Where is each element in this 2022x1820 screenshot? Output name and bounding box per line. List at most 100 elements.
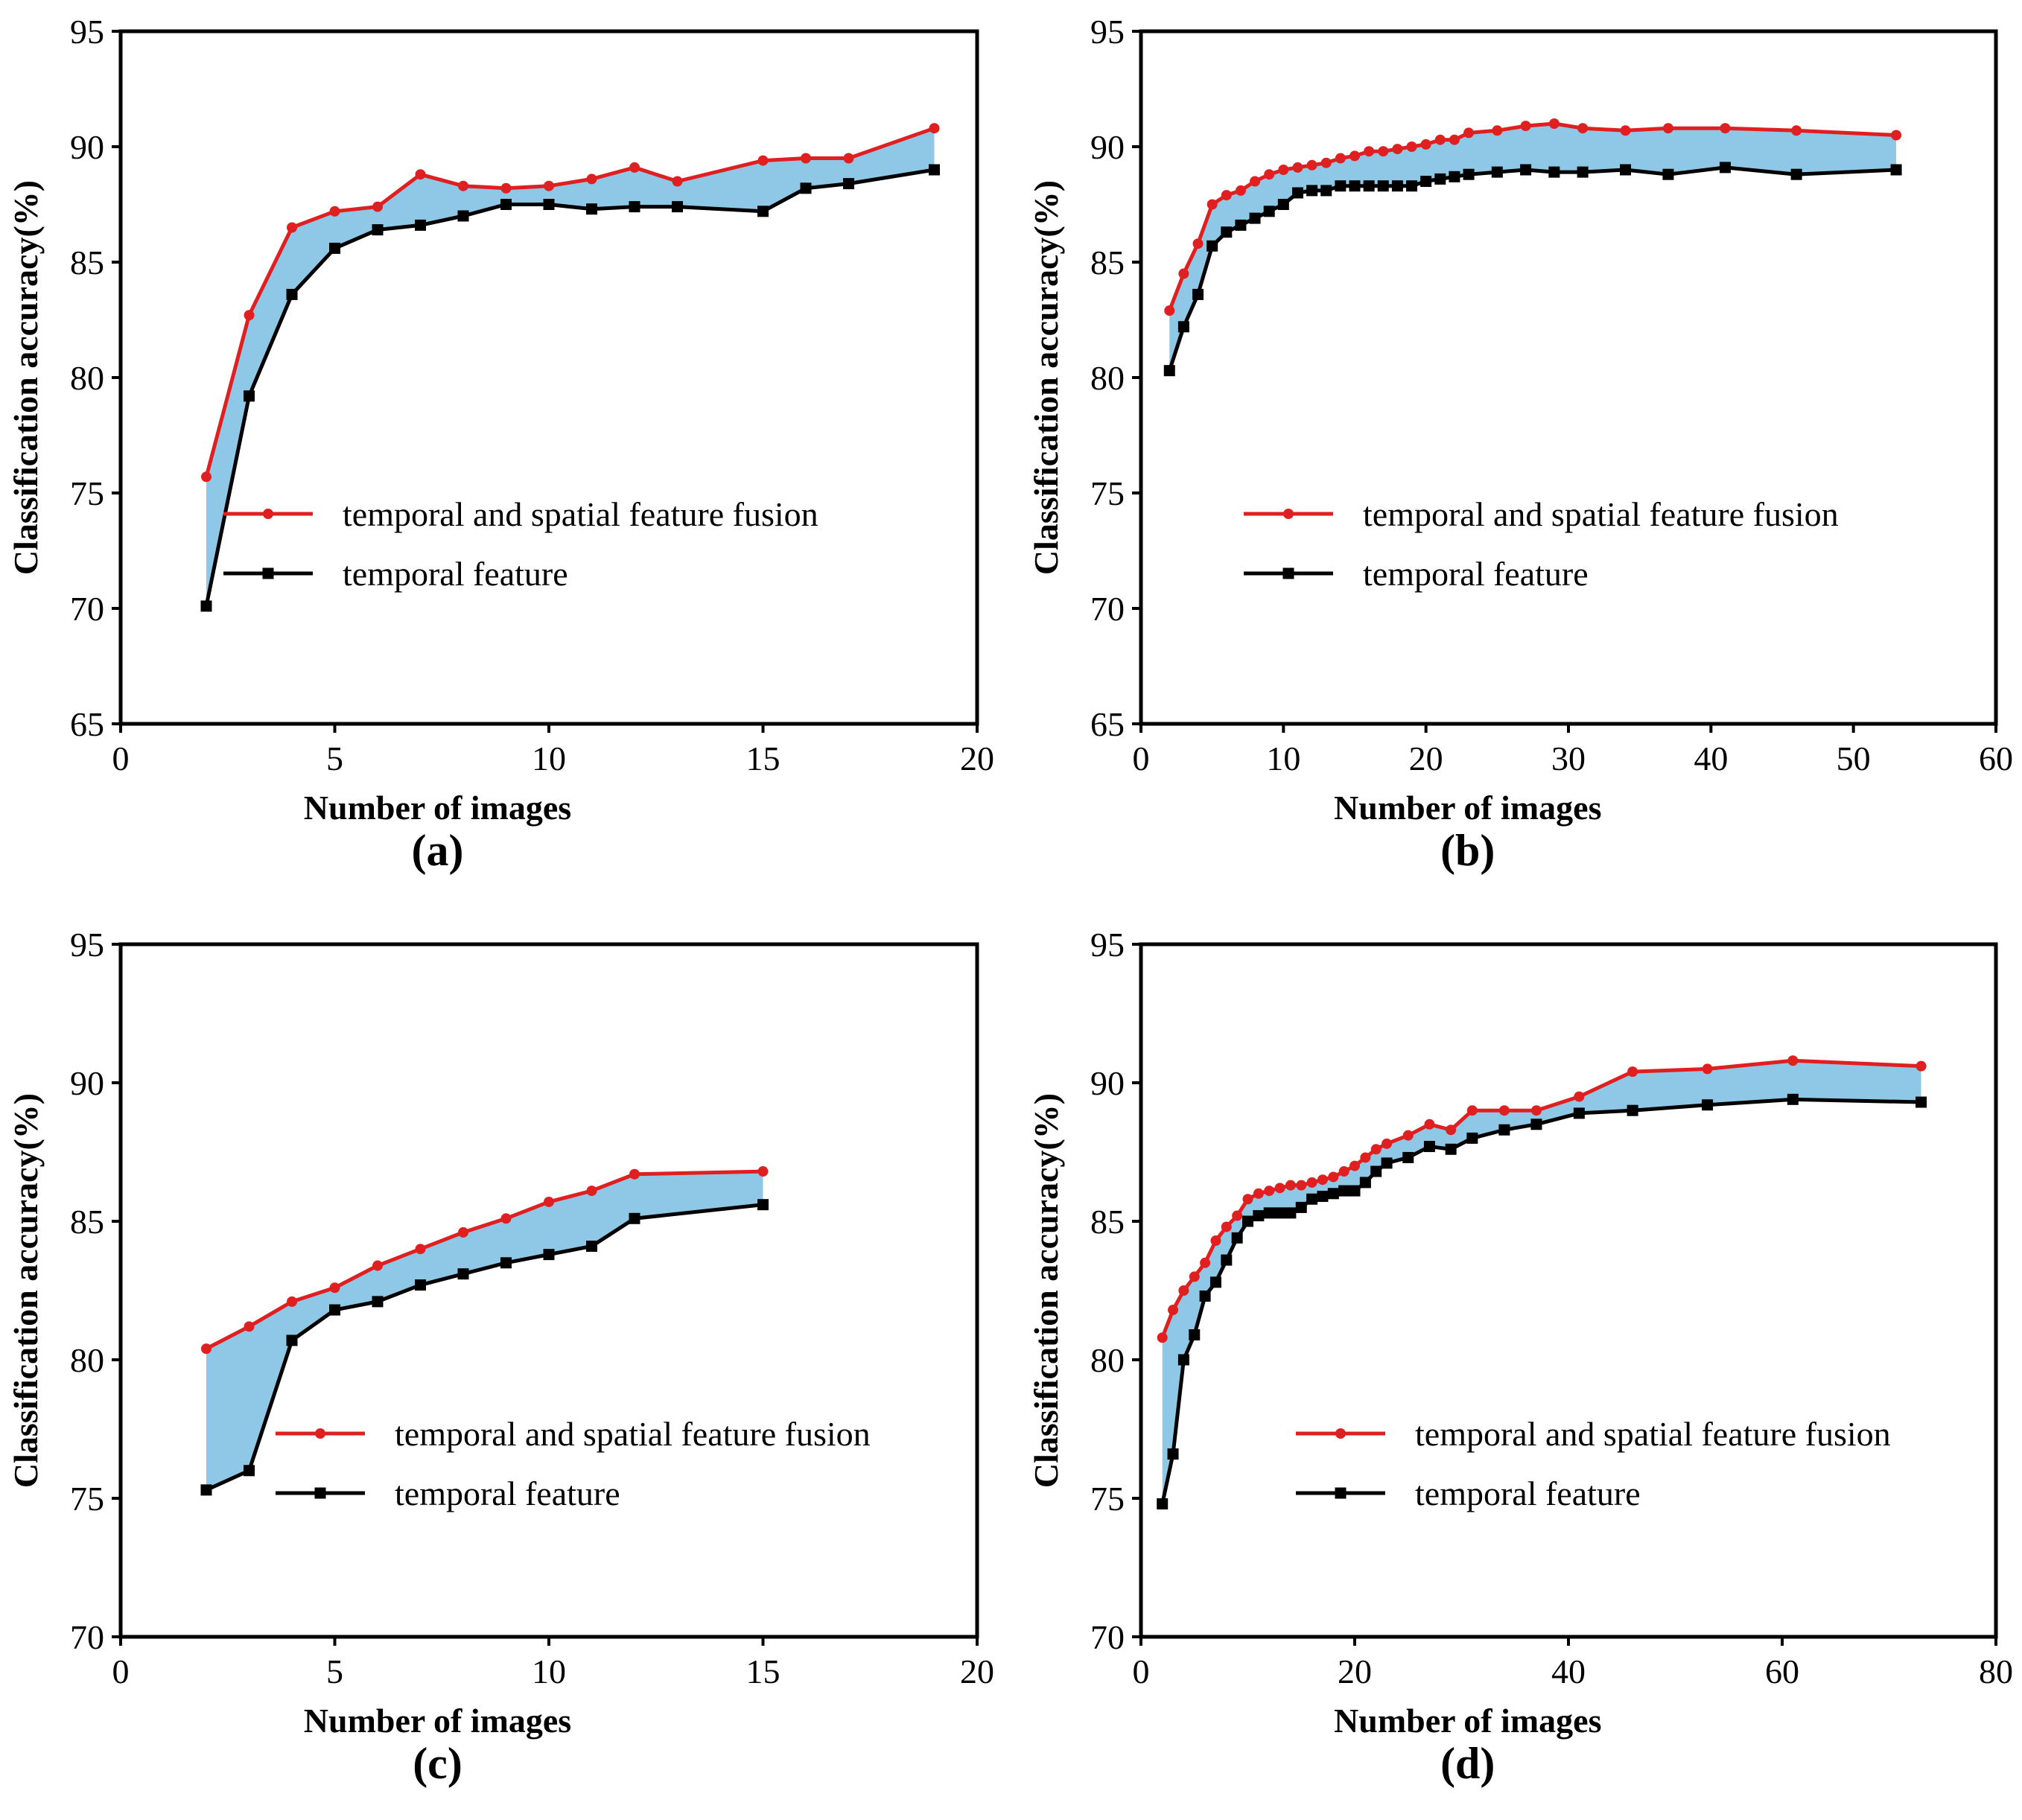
y-tick-label: 95 [1090, 13, 1125, 51]
data-point-circle [1250, 176, 1261, 187]
temporal-feature-line [204, 168, 935, 607]
data-point-square [1890, 164, 1902, 176]
data-point-square [1445, 1143, 1457, 1155]
data-point-circle [1446, 1124, 1457, 1136]
data-point-circle [586, 174, 597, 185]
data-point-square [1719, 162, 1731, 174]
chart-panel-b: 0 10 20 30 40 50 60 65 70 75 80 85 90 95 Number of ima… [1027, 13, 2013, 875]
data-point-square [1192, 288, 1204, 300]
data-point-square [1449, 171, 1460, 182]
data-point-circle [1253, 1188, 1264, 1199]
x-tick-label: 5 [326, 1652, 343, 1690]
data-point-circle [1702, 1063, 1713, 1075]
data-point-square [1420, 176, 1432, 187]
chart-panel-c: 0 5 10 15 20 70 75 80 85 90 95 Number of images Clas… [7, 926, 994, 1788]
data-point-square [1787, 1093, 1799, 1105]
data-point-square [1434, 173, 1446, 185]
y-axis-label: Classification accuracy(%) [7, 1093, 45, 1488]
data-point-square [1249, 212, 1261, 224]
fusion-line [205, 1169, 763, 1351]
data-point-square [1189, 1329, 1201, 1341]
data-point-circle [1189, 1271, 1200, 1282]
data-point-circle [201, 1343, 212, 1355]
data-point-circle [1498, 1105, 1510, 1116]
data-point-square [543, 199, 555, 210]
data-point-square [1702, 1099, 1714, 1111]
data-point-circle [1285, 1180, 1296, 1191]
data-point-square [500, 199, 512, 210]
data-point-square [757, 1199, 769, 1211]
data-point-square [1263, 206, 1275, 217]
data-point-circle [415, 169, 426, 180]
data-point-circle [1378, 146, 1389, 157]
y-tick-label: 80 [70, 1341, 104, 1379]
data-point-square [1320, 185, 1332, 197]
data-point-circle [1232, 1210, 1243, 1221]
y-tick-label: 85 [70, 1203, 104, 1241]
data-point-circle [244, 310, 255, 321]
data-point-square [1306, 1193, 1318, 1205]
data-point-circle [1420, 139, 1431, 150]
data-point-square [1277, 199, 1289, 210]
y-axis-label: Classification accuracy(%) [7, 180, 45, 575]
y-tick-label: 85 [1090, 1203, 1125, 1241]
data-point-square [1209, 1276, 1221, 1288]
y-axis-label: Classification accuracy(%) [1027, 1093, 1065, 1488]
x-tick-label: 30 [1551, 739, 1586, 777]
data-point-square [1466, 1132, 1478, 1144]
x-tick-label: 40 [1551, 1652, 1586, 1690]
data-point-square [1402, 1151, 1414, 1163]
data-point-square [1274, 1207, 1286, 1219]
data-point-circle [500, 1213, 512, 1224]
plot-frame [118, 942, 979, 1639]
panel-caption: (b) [1440, 826, 1495, 875]
y-tick-label: 80 [70, 359, 104, 397]
data-point-square [1530, 1119, 1542, 1130]
data-point-circle [586, 1186, 597, 1197]
data-point-circle [1306, 1177, 1317, 1188]
data-point-circle [329, 206, 340, 217]
data-point-circle [1306, 159, 1317, 171]
data-point-circle [1278, 165, 1289, 175]
data-point-square [1163, 365, 1175, 377]
data-point-square [457, 1268, 469, 1280]
data-point-square [1491, 166, 1503, 178]
data-point-square [1295, 1201, 1307, 1213]
data-point-square [1335, 1487, 1347, 1499]
x-axis-label: Number of images [1334, 1702, 1601, 1740]
data-point-circle [757, 155, 769, 166]
data-point-circle [1164, 305, 1175, 316]
data-point-circle [315, 1428, 325, 1439]
x-tick-label: 15 [746, 1652, 780, 1690]
legend-label: temporal and spatial feature fusion [343, 495, 818, 533]
data-point-circle [244, 1321, 255, 1332]
y-tick-label: 75 [70, 1480, 104, 1518]
panel-caption: (c) [413, 1739, 462, 1788]
data-point-square [629, 201, 640, 213]
data-point-circle [1349, 1160, 1360, 1171]
x-tick-label: 0 [112, 1652, 130, 1690]
data-point-square [314, 1487, 326, 1499]
data-point-circle [1492, 125, 1503, 136]
data-point-circle [1274, 1183, 1285, 1194]
data-point-circle [629, 162, 640, 173]
x-tick-label: 20 [1409, 739, 1443, 777]
data-point-square [500, 1257, 512, 1269]
y-axis-label: Classification accuracy(%) [1027, 180, 1065, 575]
y-tick-label: 90 [70, 1064, 104, 1102]
x-tick-label: 20 [960, 739, 994, 777]
data-point-circle [1520, 121, 1531, 132]
data-point-circle [1364, 146, 1375, 157]
data-point-circle [1320, 157, 1332, 168]
data-point-circle [1530, 1105, 1542, 1116]
panel-caption: (d) [1440, 1739, 1495, 1788]
data-point-circle [629, 1168, 640, 1180]
data-point-square [586, 1240, 597, 1252]
y-tick-label: 85 [70, 244, 104, 281]
y-tick-label: 90 [70, 128, 104, 166]
data-point-square [1662, 168, 1674, 180]
data-point-square [1423, 1141, 1435, 1153]
data-point-circle [801, 153, 811, 164]
data-point-circle [329, 1282, 340, 1294]
data-point-circle [1338, 1166, 1349, 1177]
